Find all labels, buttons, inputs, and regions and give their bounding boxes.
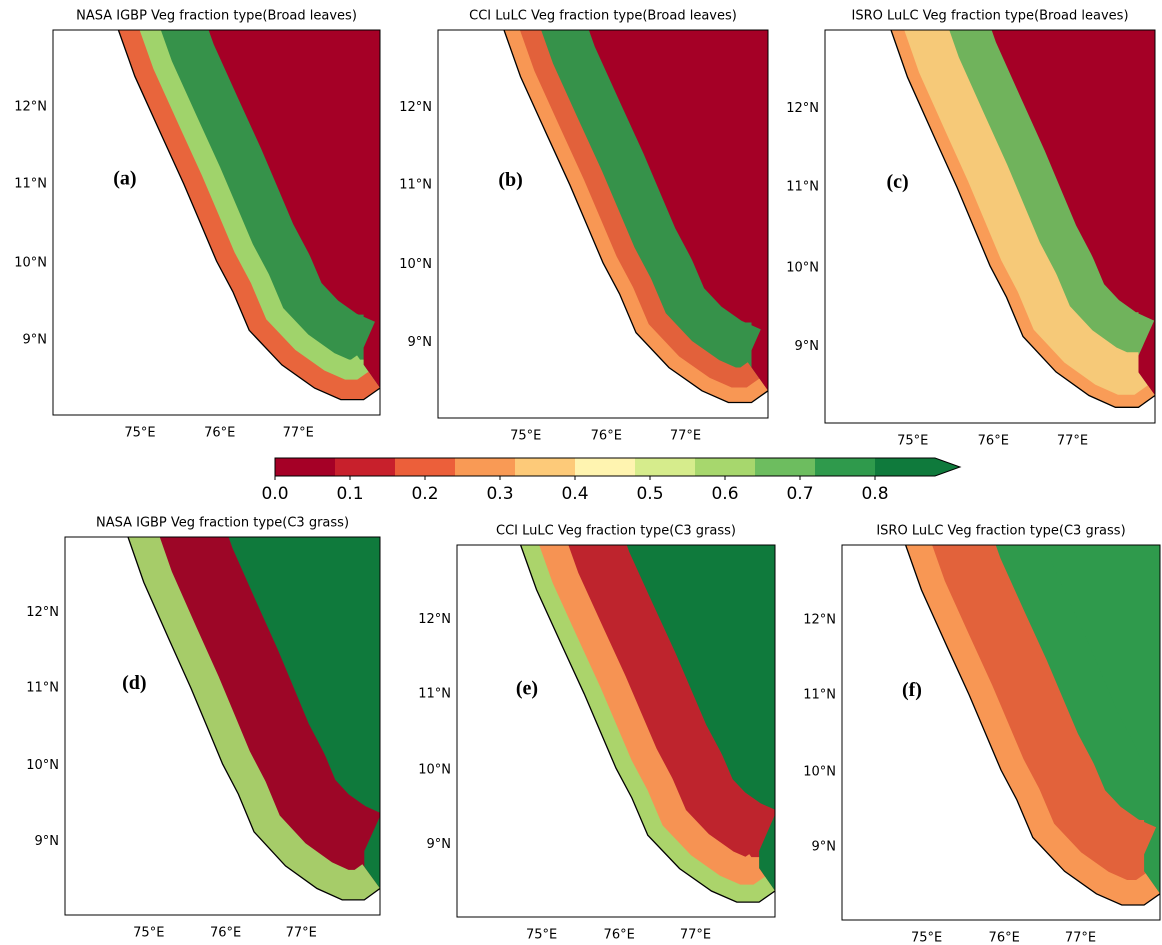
panel-label: (c) bbox=[886, 171, 908, 193]
lat-label: 10°N bbox=[399, 257, 432, 272]
lon-label: 75°E bbox=[133, 926, 164, 941]
panel-title: NASA IGBP Veg fraction type(Broad leaves… bbox=[76, 9, 357, 24]
coastline bbox=[503, 29, 769, 404]
lat-label: 10°N bbox=[14, 255, 47, 270]
lon-label: 77°E bbox=[283, 426, 314, 441]
colorbar-segment bbox=[635, 458, 696, 476]
lon-label: 75°E bbox=[897, 434, 928, 449]
colorbar-tick-label: 0.5 bbox=[636, 484, 663, 504]
coastline bbox=[127, 536, 381, 901]
lon-label: 76°E bbox=[604, 928, 635, 943]
coastline bbox=[519, 544, 776, 903]
panel-title: NASA IGBP Veg fraction type(C3 grass) bbox=[96, 516, 349, 531]
lat-label: 12°N bbox=[786, 101, 819, 116]
lon-label: 76°E bbox=[989, 931, 1020, 945]
map-panel bbox=[128, 537, 380, 900]
lat-label: 10°N bbox=[26, 758, 59, 773]
coastline bbox=[890, 29, 1156, 408]
colorbar-frame bbox=[274, 457, 962, 477]
colorbar-tick-label: 0.6 bbox=[711, 484, 738, 504]
colorbar-segment bbox=[755, 458, 816, 476]
panel-title: CCI LuLC Veg fraction type(Broad leaves) bbox=[469, 9, 737, 24]
lat-label: 11°N bbox=[418, 686, 451, 701]
map-frame bbox=[64, 536, 381, 916]
lon-label: 75°E bbox=[124, 426, 155, 441]
lat-label: 12°N bbox=[803, 613, 836, 628]
colorbar-segment bbox=[275, 458, 336, 476]
map-panel bbox=[118, 30, 381, 400]
panel-label: (a) bbox=[113, 168, 136, 190]
lon-label: 76°E bbox=[210, 926, 241, 941]
map-panel bbox=[520, 545, 775, 903]
colorbar-tick-label: 0.0 bbox=[261, 484, 288, 504]
lat-label: 11°N bbox=[399, 178, 432, 193]
map-frame bbox=[841, 544, 1161, 921]
map-panel bbox=[905, 545, 1160, 905]
panel-label: (d) bbox=[122, 672, 146, 694]
map-frame bbox=[824, 29, 1156, 424]
colorbar-segment bbox=[515, 458, 576, 476]
lat-label: 10°N bbox=[786, 260, 819, 275]
colorbar-tick-label: 0.3 bbox=[486, 484, 513, 504]
colorbar-segment bbox=[455, 458, 516, 476]
colorbar-tick-label: 0.4 bbox=[561, 484, 588, 504]
map-frame bbox=[456, 544, 776, 918]
colorbar-segment bbox=[695, 458, 756, 476]
lat-label: 11°N bbox=[14, 177, 47, 192]
colorbar-tick-label: 0.2 bbox=[411, 484, 438, 504]
panel-title: ISRO LuLC Veg fraction type(C3 grass) bbox=[876, 524, 1125, 539]
coastline bbox=[117, 29, 381, 401]
colorbar-extend-arrow bbox=[935, 458, 960, 476]
lon-label: 75°E bbox=[911, 931, 942, 945]
lon-label: 77°E bbox=[286, 926, 317, 941]
lon-label: 77°E bbox=[680, 928, 711, 943]
panel-title: ISRO LuLC Veg fraction type(Broad leaves… bbox=[851, 9, 1128, 24]
colorbar-segment bbox=[395, 458, 456, 476]
lon-label: 77°E bbox=[1057, 434, 1088, 449]
lat-label: 12°N bbox=[26, 605, 59, 620]
colorbar-segment bbox=[575, 458, 636, 476]
lat-label: 10°N bbox=[418, 763, 451, 778]
lat-label: 9°N bbox=[408, 335, 433, 350]
lon-label: 76°E bbox=[978, 434, 1009, 449]
lat-label: 9°N bbox=[427, 837, 452, 852]
map-panel bbox=[891, 30, 1155, 408]
lon-label: 75°E bbox=[526, 928, 557, 943]
panel-label: (e) bbox=[516, 678, 538, 700]
lon-label: 77°E bbox=[670, 429, 701, 444]
lat-label: 11°N bbox=[803, 688, 836, 703]
map-frame bbox=[52, 29, 381, 416]
lat-label: 11°N bbox=[26, 681, 59, 696]
lat-label: 11°N bbox=[786, 180, 819, 195]
colorbar-segment bbox=[335, 458, 396, 476]
colorbar-tick-label: 0.8 bbox=[861, 484, 888, 504]
lon-label: 77°E bbox=[1065, 931, 1096, 945]
colorbar-tick-label: 0.7 bbox=[786, 484, 813, 504]
lat-label: 9°N bbox=[23, 332, 48, 347]
colorbar-tick-label: 0.1 bbox=[336, 484, 363, 504]
panel-label: (f) bbox=[902, 679, 922, 701]
lat-label: 12°N bbox=[418, 612, 451, 627]
colorbar-segment bbox=[815, 458, 876, 476]
lat-label: 9°N bbox=[795, 339, 820, 354]
lon-label: 75°E bbox=[510, 429, 541, 444]
panel-title: CCI LuLC Veg fraction type(C3 grass) bbox=[496, 524, 736, 539]
map-frame bbox=[437, 29, 769, 419]
colorbar-segment bbox=[875, 458, 936, 476]
lat-label: 9°N bbox=[812, 839, 837, 854]
lat-label: 9°N bbox=[35, 834, 60, 849]
lat-label: 12°N bbox=[14, 100, 47, 115]
map-panel bbox=[504, 30, 768, 403]
coastline bbox=[904, 544, 1161, 906]
lat-label: 10°N bbox=[803, 764, 836, 779]
lat-label: 12°N bbox=[399, 100, 432, 115]
lon-label: 76°E bbox=[204, 426, 235, 441]
lon-label: 76°E bbox=[591, 429, 622, 444]
panel-label: (b) bbox=[498, 169, 522, 191]
